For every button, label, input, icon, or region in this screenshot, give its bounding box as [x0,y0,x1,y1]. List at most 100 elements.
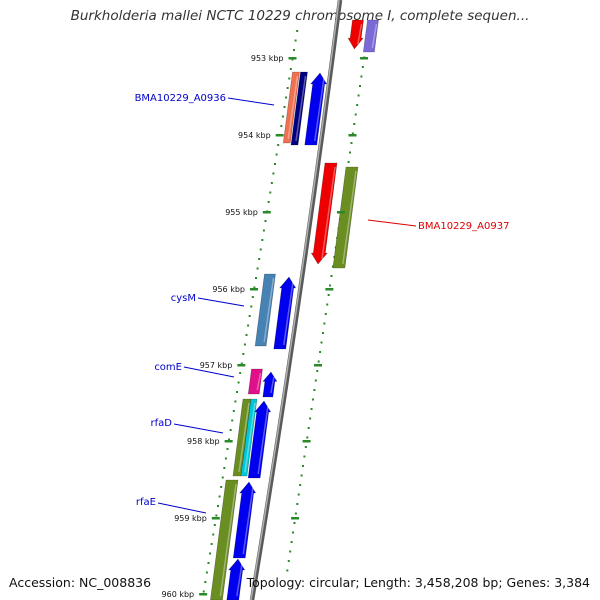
tick-dot [299,484,302,486]
accession-text: Accession: NC_008836 [9,575,152,590]
tick-dot [224,457,227,460]
tick-label: 957 kbp [200,361,233,370]
gene-label-cysm[interactable]: cysM [171,293,196,304]
tick-dot [262,229,265,232]
backbone-highlight [250,0,340,600]
tick-dot [296,503,299,505]
gene-label-rfae[interactable]: rfaE [136,497,156,508]
tick-dot [251,296,254,298]
tick-dot [329,284,332,287]
tick-mark-left [275,134,284,137]
tick-dot [220,486,223,488]
tick-dot [273,163,276,165]
tick-dot [354,113,357,116]
tick-dot [254,277,257,279]
tick-dot [353,123,356,125]
gene-label-rfad[interactable]: rfaD [151,418,173,429]
tick-dot [216,505,219,507]
tick-dot [209,552,212,555]
tick-dot [277,144,280,146]
cds-olive-rfae[interactable] [210,479,239,600]
tick-label: 958 kbp [187,437,220,446]
tick-dot [290,541,293,543]
gene-label-come[interactable]: comE [154,362,182,373]
tick-dot [294,39,297,42]
tick-dot [229,429,232,431]
tick-dot [239,372,242,374]
cds-blue-a0936[interactable] [304,72,328,146]
tick-dot [204,581,207,583]
tick-dot [272,172,275,175]
cds-purple-top[interactable] [362,19,379,53]
tick-dot [306,436,309,439]
cds-salmon-a0936[interactable] [282,71,300,144]
cds-red-a0937[interactable] [310,162,338,265]
tick-dot [240,362,243,365]
tick-mark-right [348,134,357,137]
tick-dot [243,343,246,346]
tick-dot [309,417,312,420]
tick-dot [310,408,313,410]
tick-dot [289,550,292,553]
cds-blue-rfae[interactable] [232,481,257,559]
tick-dot [293,522,296,524]
tick-label: 956 kbp [212,285,245,294]
tick-mark-right [314,364,322,367]
cds-blue-come[interactable] [262,371,278,398]
gene-label-leader [183,366,235,378]
cds-steel-cysm[interactable] [254,273,276,347]
tick-dot [349,151,352,154]
tick-dot [350,142,353,144]
tick-mark-left [211,517,220,520]
tick-dot [326,303,329,306]
gene-label-leader [173,423,224,434]
tick-mark-right [336,211,345,214]
cds-magenta-come[interactable] [247,368,263,395]
backbone-line [249,0,343,600]
tick-label: 953 kbp [251,54,284,63]
tick-dot [267,201,270,203]
tick-dot [292,49,295,51]
cds-blue-bottom[interactable] [226,558,246,600]
tick-dot [269,191,272,194]
tick-dot [289,68,292,70]
tick-dot [242,353,245,355]
tick-dot [357,94,360,97]
tick-dot [275,153,278,156]
tick-label: 960 kbp [162,590,195,599]
tick-label: 955 kbp [225,208,258,217]
tick-labels: 953 kbp 954 kbp 955 kbp 956 kbp 957 kbp 958 k… [162,54,369,599]
tick-mark-left [249,288,258,291]
tick-dot [356,104,359,106]
cds-blue-rfad[interactable] [247,400,272,479]
gene-label-leader [367,219,417,227]
tick-dot [321,332,324,334]
tick-dot [288,77,291,80]
tick-dot [294,512,297,515]
tick-dot [213,524,216,526]
tick-mark-left [199,593,208,596]
tick-dot [307,427,310,429]
gene-label-bma10229_a0936[interactable]: BMA10229_A0936 [135,93,226,104]
tick-dot [258,258,261,260]
gene-label-leader [227,97,275,106]
cds-blue-cysm[interactable] [273,276,297,350]
cds-cyan-rfad[interactable] [240,398,258,477]
gene-labels[interactable]: BMA10229_A0936 BMA10229_A0937 cysM comE rfaD… [135,93,510,508]
tick-dot [285,96,288,99]
gene-label-bma10229_a0937[interactable]: BMA10229_A0937 [418,221,509,232]
tick-dot [256,267,259,270]
cds-red-top[interactable] [347,19,364,50]
tick-dot [297,493,300,496]
tick-dot [228,438,231,441]
cds-navy-a0936[interactable] [290,71,308,146]
gene-label-leader [157,502,207,514]
tick-dot [296,30,299,32]
feature-layer[interactable] [210,19,379,600]
map-title: Burkholderia mallei NCTC 10229 chromosom… [70,8,530,24]
tick-dot [304,446,307,448]
tick-dot [302,465,304,467]
tick-dot [319,351,322,353]
cds-olive-a0937[interactable] [332,166,359,269]
